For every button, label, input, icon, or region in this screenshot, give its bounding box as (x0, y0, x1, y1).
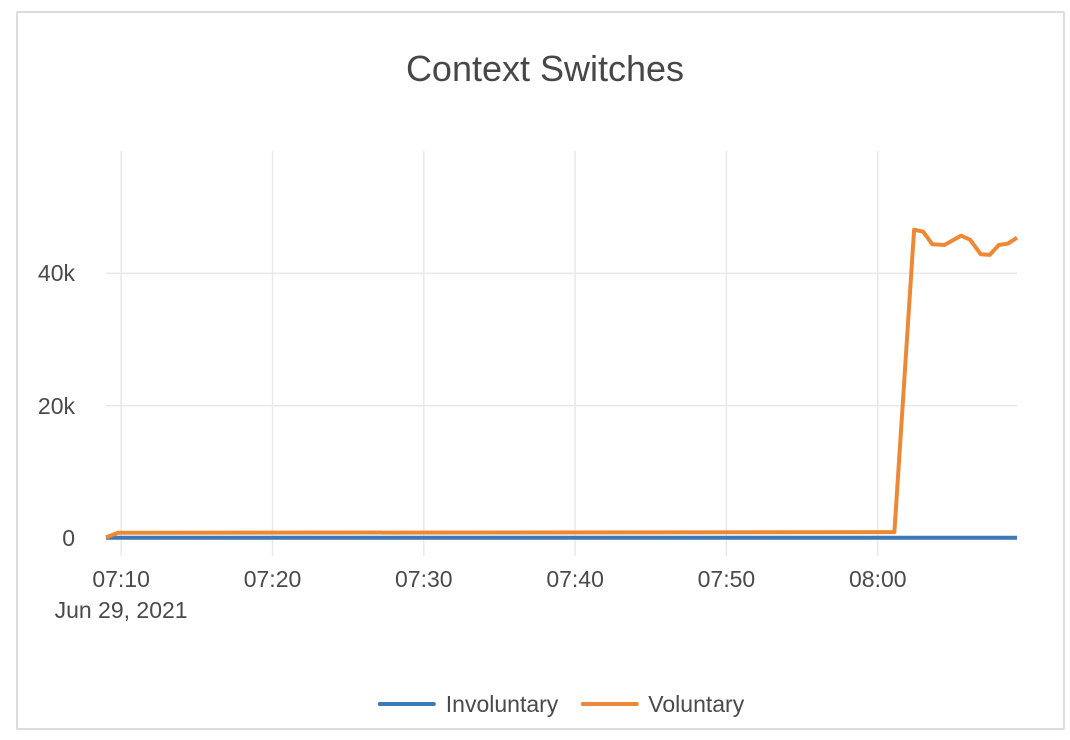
chart-card (16, 11, 1065, 730)
y-tick-label: 20k (37, 392, 75, 419)
legend-item-voluntary[interactable]: Voluntary (580, 691, 744, 717)
legend-label: Involuntary (445, 691, 559, 717)
chart-title: Context Switches (405, 48, 685, 89)
plot-area[interactable] (106, 151, 1017, 548)
legend: Involuntary Voluntary (377, 691, 744, 717)
legend-line-swatch (580, 702, 639, 706)
x-tick-label: 07:30 (395, 566, 453, 592)
x-tick-label: 07:20 (243, 566, 302, 592)
series-line-voluntary (105, 227, 1019, 540)
legend-line-swatch (377, 702, 436, 706)
legend-item-involuntary[interactable]: Involuntary (377, 691, 559, 717)
x-axis-date-label: Jun 29, 2021 (54, 597, 188, 623)
legend-label: Voluntary (648, 691, 745, 717)
y-tick-label: 0 (62, 525, 75, 552)
x-tick-label: 08:00 (849, 566, 907, 592)
x-tick-label: 07:40 (546, 566, 604, 592)
x-tick-label: 07:10 (92, 566, 150, 592)
x-tick-label: 07:50 (697, 566, 756, 592)
y-tick-label: 40k (37, 260, 75, 287)
